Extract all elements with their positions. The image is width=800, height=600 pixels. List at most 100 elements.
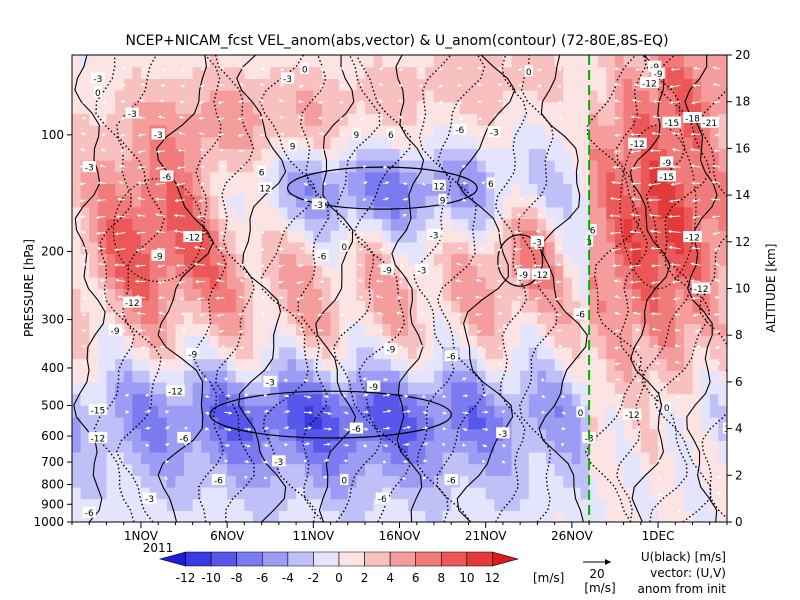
shade-cell xyxy=(89,230,99,243)
shade-cell xyxy=(563,323,573,336)
shade-cell xyxy=(365,218,375,231)
shade-cell xyxy=(382,78,392,91)
contour-label: -9 xyxy=(154,252,163,262)
shade-cell xyxy=(520,101,530,114)
shade-cell xyxy=(296,288,306,301)
shade-cell xyxy=(218,125,228,138)
shade-cell xyxy=(580,265,590,278)
shade-cell xyxy=(80,148,90,161)
contour-label: 3 xyxy=(724,425,730,435)
shade-cell xyxy=(252,416,263,430)
contour-label-bg xyxy=(375,492,389,504)
wind-vector-head xyxy=(537,67,541,72)
shade-cell xyxy=(528,101,538,114)
shade-cell xyxy=(658,195,668,208)
shade-cell xyxy=(89,440,99,453)
shade-cell xyxy=(115,335,125,348)
shade-cell xyxy=(201,335,211,348)
wind-vector-head xyxy=(177,148,181,153)
shade-cell xyxy=(132,90,142,103)
shade-cell xyxy=(692,475,702,488)
shade-cell xyxy=(252,253,263,266)
shade-cell xyxy=(218,171,228,185)
shade-cell xyxy=(640,486,651,500)
shade-cell xyxy=(494,113,504,126)
shade-cell xyxy=(166,416,177,430)
shade-cell xyxy=(632,486,642,500)
shade-cell xyxy=(89,125,99,138)
shade-cell xyxy=(184,195,194,208)
shade-cell xyxy=(494,195,504,208)
wind-vector-head xyxy=(386,393,391,397)
shade-cell xyxy=(321,148,332,161)
shade-cell xyxy=(339,113,349,126)
date-tick-label: 1NOV xyxy=(124,529,159,543)
wind-vector-head xyxy=(321,149,325,153)
shade-cell xyxy=(72,381,82,395)
shade-cell xyxy=(408,101,418,114)
shade-cell xyxy=(252,393,263,406)
shade-cell xyxy=(140,78,151,91)
wind-vector-head xyxy=(158,311,162,316)
shade-cell xyxy=(321,346,332,360)
shade-cell xyxy=(451,393,461,406)
shade-cell xyxy=(132,440,142,453)
shade-cell xyxy=(166,125,177,138)
shade-cell xyxy=(640,66,651,79)
contour-line-negative xyxy=(353,55,412,522)
wind-vector-head xyxy=(674,328,678,333)
contour-label: -6 xyxy=(447,353,456,363)
shade-cell xyxy=(184,311,194,325)
shade-cell xyxy=(485,101,495,114)
shade-cell xyxy=(442,276,452,290)
shade-cell xyxy=(502,90,513,103)
shade-cell xyxy=(201,78,211,91)
shade-cell xyxy=(209,171,220,185)
shade-cell xyxy=(537,148,547,161)
wind-vector-head xyxy=(462,165,466,169)
shade-cell xyxy=(640,358,651,371)
shade-cell xyxy=(123,451,133,465)
shade-cell xyxy=(416,451,426,465)
shade-cell xyxy=(451,160,461,173)
wind-vector-head xyxy=(542,410,546,415)
wind-vector-head xyxy=(102,116,106,120)
shade-cell xyxy=(166,183,177,196)
shade-cell xyxy=(546,78,556,91)
wind-vector-head xyxy=(198,199,202,203)
shade-cell xyxy=(597,451,607,465)
shade-cell xyxy=(563,113,573,126)
wind-vector-head xyxy=(650,148,654,153)
shade-cell xyxy=(201,475,211,488)
shade-cell xyxy=(468,90,478,103)
shade-cell xyxy=(546,475,556,488)
shade-cell xyxy=(244,428,254,441)
shade-cell xyxy=(270,55,280,68)
shade-cell xyxy=(589,183,599,196)
shade-cell xyxy=(546,101,556,114)
shade-cell xyxy=(72,206,82,220)
wind-vector-head xyxy=(160,345,164,349)
shade-cell xyxy=(123,381,133,395)
wind-vector-head xyxy=(419,312,423,316)
wind-vector-head xyxy=(402,476,406,480)
shade-cell xyxy=(649,265,659,278)
shade-cell xyxy=(80,498,90,511)
wind-vector-head xyxy=(655,361,659,366)
shade-cell xyxy=(72,125,82,138)
shade-cell xyxy=(175,475,185,488)
shade-cell xyxy=(675,90,685,103)
wind-vector-head xyxy=(147,426,151,431)
wind-vector-head xyxy=(82,263,86,267)
shade-cell xyxy=(425,475,435,488)
contour-label-bg xyxy=(183,231,202,243)
wind-vector-head xyxy=(136,231,140,235)
shade-cell xyxy=(537,125,547,138)
shade-cell xyxy=(614,78,625,91)
wind-vector-head xyxy=(174,246,178,250)
wind-vector-head xyxy=(345,443,349,447)
shade-cell xyxy=(709,311,719,325)
wind-vector-head xyxy=(465,411,469,415)
shade-cell xyxy=(580,171,590,185)
shade-cell xyxy=(614,101,625,114)
